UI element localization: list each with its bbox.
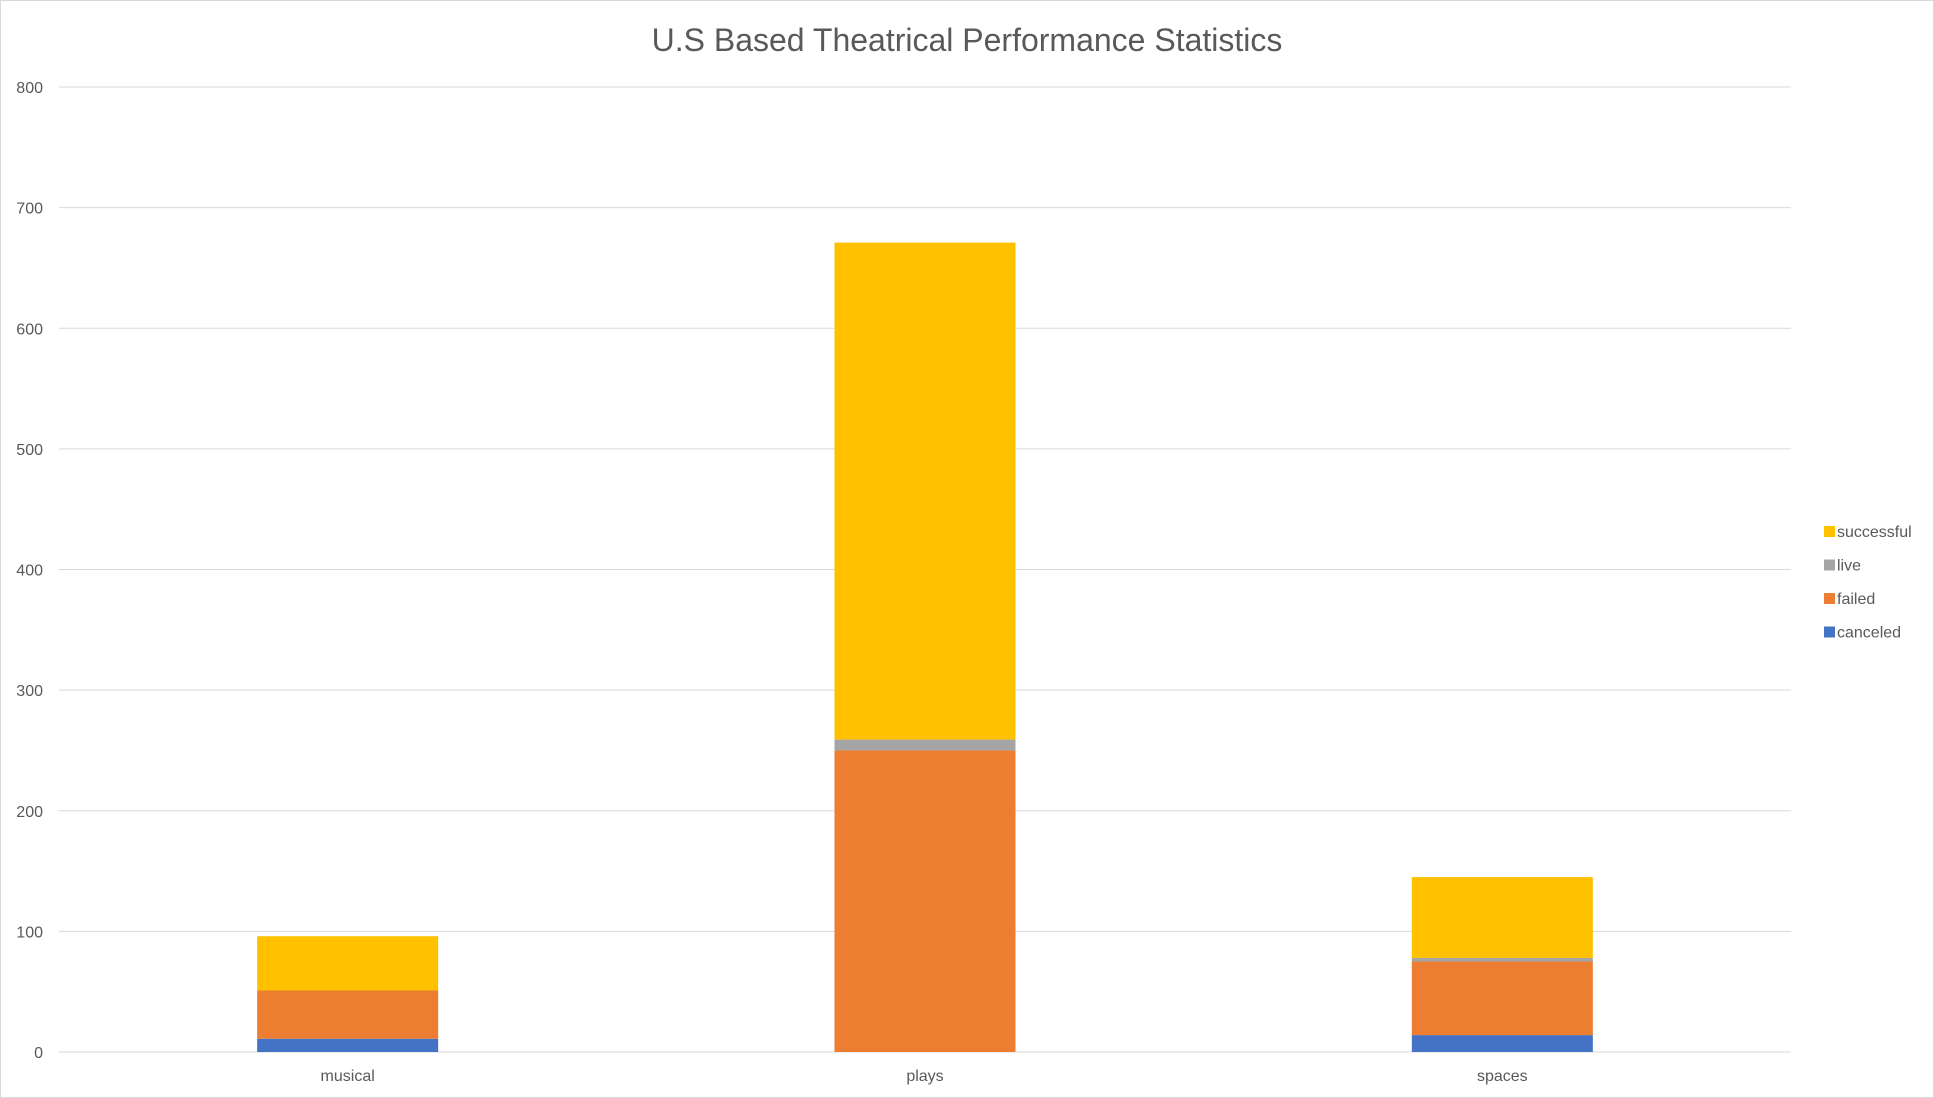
x-tick-label-musical: musical	[321, 1068, 375, 1085]
bar-plays-failed	[834, 750, 1016, 1052]
legend-label-canceled: canceled	[1837, 625, 1901, 642]
bar-spaces-canceled	[1411, 1035, 1593, 1052]
y-tick-label: 100	[16, 924, 43, 941]
legend-swatch-live	[1824, 559, 1835, 571]
y-tick-label: 500	[16, 442, 43, 459]
y-tick-label: 700	[16, 201, 43, 218]
y-tick-label: 0	[34, 1045, 43, 1062]
bar-plays-successful	[834, 242, 1016, 740]
legend-swatch-successful	[1824, 526, 1835, 537]
legend-swatch-canceled	[1824, 626, 1835, 638]
bar-musical-canceled	[257, 1038, 439, 1052]
x-axis-tick-labels: musical plays spaces	[321, 1068, 1528, 1085]
legend-label-failed: failed	[1837, 591, 1875, 608]
y-tick-label: 200	[16, 804, 43, 821]
legend-label-live: live	[1837, 558, 1861, 575]
bar-spaces-successful	[1411, 877, 1593, 958]
y-tick-label: 600	[16, 321, 43, 338]
y-tick-label: 800	[16, 80, 43, 97]
bars	[257, 242, 1593, 1052]
y-tick-label: 400	[16, 563, 43, 580]
y-axis-tick-labels: 0 100 200 300 400 500 600 700 800	[16, 80, 43, 1062]
y-tick-label: 300	[16, 683, 43, 700]
bar-plays-live	[834, 739, 1016, 751]
x-tick-label-spaces: spaces	[1477, 1068, 1528, 1085]
bar-spaces-failed	[1411, 961, 1593, 1036]
legend-label-successful: successful	[1837, 524, 1912, 541]
bar-spaces-live	[1411, 957, 1593, 962]
chart-title: U.S Based Theatrical Performance Statist…	[652, 22, 1283, 58]
bar-musical-failed	[257, 990, 439, 1039]
legend: successful live failed canceled	[1824, 524, 1912, 642]
x-tick-label-plays: plays	[906, 1068, 943, 1085]
bar-musical-successful	[257, 936, 439, 991]
legend-swatch-failed	[1824, 593, 1835, 604]
